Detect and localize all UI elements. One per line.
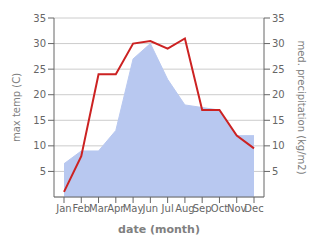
- svg-text:5: 5: [272, 166, 278, 177]
- svg-text:35: 35: [33, 13, 46, 24]
- svg-text:10: 10: [33, 140, 46, 151]
- svg-text:Jun: Jun: [142, 203, 159, 214]
- svg-text:Jan: Jan: [55, 203, 71, 214]
- svg-text:10: 10: [272, 140, 285, 151]
- svg-text:25: 25: [33, 64, 46, 75]
- svg-text:max temp (C): max temp (C): [11, 73, 22, 142]
- svg-text:15: 15: [33, 115, 46, 126]
- svg-text:Sep: Sep: [193, 203, 212, 214]
- svg-text:Apr: Apr: [107, 203, 125, 215]
- svg-text:20: 20: [272, 89, 285, 100]
- svg-text:25: 25: [272, 64, 285, 75]
- svg-text:Dec: Dec: [244, 203, 263, 214]
- svg-text:Aug: Aug: [175, 203, 195, 214]
- svg-text:30: 30: [33, 38, 46, 49]
- svg-text:Mar: Mar: [89, 203, 109, 214]
- svg-text:med. precipitation (kg/m2): med. precipitation (kg/m2): [296, 40, 307, 174]
- svg-text:35: 35: [272, 13, 285, 24]
- svg-text:Jul: Jul: [161, 203, 174, 214]
- svg-text:15: 15: [272, 115, 285, 126]
- svg-text:Feb: Feb: [72, 203, 90, 214]
- svg-text:May: May: [123, 203, 144, 214]
- svg-text:20: 20: [33, 89, 46, 100]
- svg-text:Nov: Nov: [227, 203, 247, 215]
- svg-text:Oct: Oct: [211, 203, 228, 214]
- svg-text:30: 30: [272, 38, 285, 49]
- svg-text:5: 5: [40, 166, 46, 177]
- svg-text:date (month): date (month): [118, 223, 200, 236]
